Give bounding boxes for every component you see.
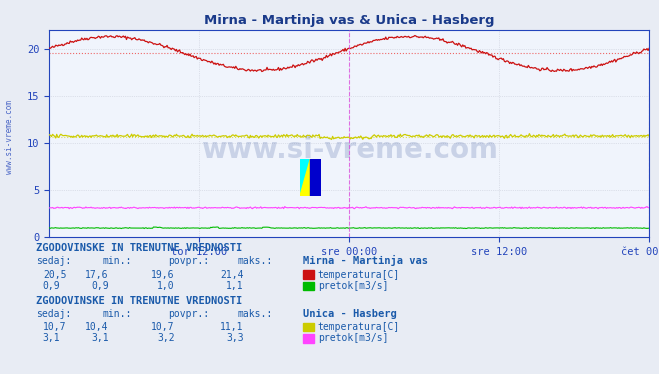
Text: temperatura[C]: temperatura[C]: [318, 322, 400, 332]
Text: www.si-vreme.com: www.si-vreme.com: [201, 136, 498, 164]
Polygon shape: [300, 159, 310, 196]
Text: 0,9: 0,9: [91, 281, 109, 291]
Text: maks.:: maks.:: [237, 257, 272, 266]
Text: povpr.:: povpr.:: [168, 309, 209, 319]
Text: ZGODOVINSKE IN TRENUTNE VREDNOSTI: ZGODOVINSKE IN TRENUTNE VREDNOSTI: [36, 296, 243, 306]
Polygon shape: [300, 159, 321, 196]
Text: sedaj:: sedaj:: [36, 309, 71, 319]
Text: pretok[m3/s]: pretok[m3/s]: [318, 281, 388, 291]
Title: Mirna - Martinja vas & Unica - Hasberg: Mirna - Martinja vas & Unica - Hasberg: [204, 14, 494, 27]
Text: 17,6: 17,6: [85, 270, 109, 279]
Polygon shape: [310, 159, 321, 196]
Text: 3,1: 3,1: [91, 334, 109, 343]
Text: 1,1: 1,1: [226, 281, 244, 291]
Text: povpr.:: povpr.:: [168, 257, 209, 266]
Text: min.:: min.:: [102, 309, 132, 319]
Text: www.si-vreme.com: www.si-vreme.com: [5, 99, 14, 174]
Text: Unica - Hasberg: Unica - Hasberg: [303, 309, 397, 319]
Text: 20,5: 20,5: [43, 270, 67, 279]
Text: 10,7: 10,7: [151, 322, 175, 332]
Text: temperatura[C]: temperatura[C]: [318, 270, 400, 279]
Text: 1,0: 1,0: [157, 281, 175, 291]
Text: 0,9: 0,9: [43, 281, 61, 291]
Text: 3,1: 3,1: [43, 334, 61, 343]
Text: maks.:: maks.:: [237, 309, 272, 319]
Text: 11,1: 11,1: [220, 322, 244, 332]
Text: 3,2: 3,2: [157, 334, 175, 343]
Text: 21,4: 21,4: [220, 270, 244, 279]
Text: sedaj:: sedaj:: [36, 257, 71, 266]
Text: 10,4: 10,4: [85, 322, 109, 332]
Text: ZGODOVINSKE IN TRENUTNE VREDNOSTI: ZGODOVINSKE IN TRENUTNE VREDNOSTI: [36, 243, 243, 252]
Text: min.:: min.:: [102, 257, 132, 266]
Text: pretok[m3/s]: pretok[m3/s]: [318, 334, 388, 343]
Text: 19,6: 19,6: [151, 270, 175, 279]
Text: 3,3: 3,3: [226, 334, 244, 343]
Text: 10,7: 10,7: [43, 322, 67, 332]
Text: Mirna - Martinja vas: Mirna - Martinja vas: [303, 255, 428, 266]
